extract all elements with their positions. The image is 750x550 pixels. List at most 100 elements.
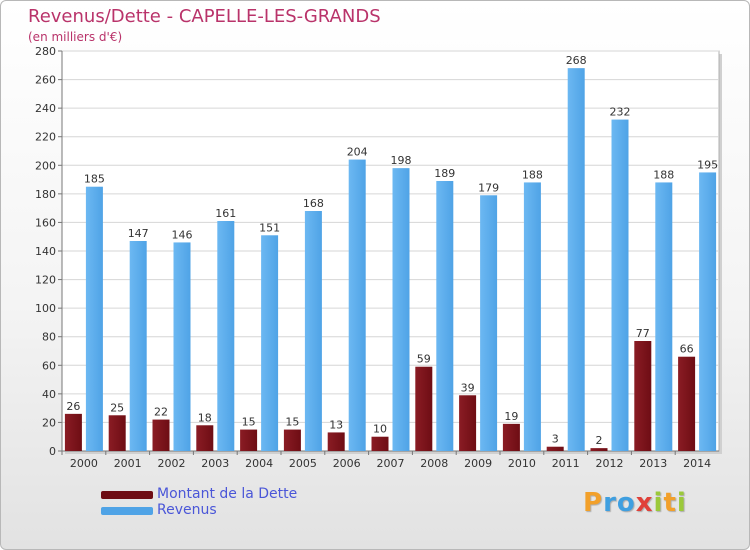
data-label: 189 (434, 167, 455, 180)
logo-letter: P (583, 488, 604, 518)
chart-title: Revenus/Dette - CAPELLE-LES-GRANDS (28, 6, 381, 27)
bar-revenus (436, 181, 454, 451)
y-tick-label: 100 (35, 302, 56, 315)
y-tick-label: 180 (35, 188, 56, 201)
x-tick-label: 2009 (464, 457, 492, 470)
x-tick-label: 2014 (683, 457, 711, 470)
data-label: 3 (552, 433, 559, 446)
legend-swatch-dette (101, 491, 153, 499)
x-tick-label: 2007 (377, 457, 405, 470)
y-tick-label: 260 (35, 74, 56, 87)
x-tick-label: 2000 (70, 457, 98, 470)
bar-dette (415, 366, 433, 451)
data-label: 13 (329, 418, 343, 431)
data-label: 161 (215, 207, 236, 220)
x-tick-label: 2003 (201, 457, 229, 470)
data-label: 26 (66, 400, 80, 413)
x-tick-label: 2010 (508, 457, 536, 470)
data-label: 147 (128, 227, 149, 240)
data-label: 2 (596, 434, 603, 447)
data-label: 151 (259, 221, 280, 234)
bar-revenus (611, 119, 629, 452)
bar-revenus (173, 242, 191, 451)
bar-dette (502, 423, 520, 451)
data-label: 198 (391, 154, 412, 167)
data-label: 18 (198, 411, 212, 424)
bar-revenus (523, 182, 541, 451)
y-tick-label: 40 (42, 388, 56, 401)
logo-letter: r (603, 488, 617, 518)
bar-dette (371, 436, 389, 451)
bar-revenus (217, 221, 235, 451)
logo-letter: i (676, 488, 687, 518)
bar-dette (240, 429, 258, 451)
bar-revenus (85, 186, 103, 451)
bar-revenus (567, 68, 585, 452)
x-tick-label: 2001 (114, 457, 142, 470)
y-tick-label: 120 (35, 274, 56, 287)
data-label: 185 (84, 173, 105, 186)
data-label: 195 (697, 158, 718, 171)
bar-revenus (129, 241, 147, 451)
y-tick-label: 140 (35, 245, 56, 258)
data-label: 188 (522, 168, 543, 181)
bar-revenus (261, 235, 279, 451)
data-label: 77 (636, 327, 650, 340)
x-tick-label: 2013 (639, 457, 667, 470)
data-label: 268 (566, 54, 587, 67)
bar-revenus (304, 211, 322, 451)
data-label: 25 (110, 401, 124, 414)
y-tick-label: 200 (35, 159, 56, 172)
bar-dette (196, 425, 214, 451)
y-tick-label: 60 (42, 359, 56, 372)
bar-revenus (392, 168, 410, 451)
bar-dette (283, 429, 301, 451)
bar-revenus (480, 195, 498, 451)
bar-dette (590, 448, 608, 451)
logo-letter: t (663, 488, 677, 518)
y-tick-label: 240 (35, 102, 56, 115)
data-label: 179 (478, 181, 499, 194)
bar-dette (327, 432, 345, 451)
x-tick-label: 2011 (552, 457, 580, 470)
bar-dette (152, 419, 170, 451)
data-label: 59 (417, 353, 431, 366)
x-tick-label: 2006 (333, 457, 361, 470)
y-tick-label: 0 (49, 445, 56, 458)
logo-letter: o (616, 488, 636, 518)
data-label: 168 (303, 197, 324, 210)
data-label: 146 (172, 228, 193, 241)
bar-revenus (348, 159, 366, 452)
logo-letter: x (635, 488, 654, 518)
chart-subtitle: (en milliers d'€) (28, 30, 123, 44)
data-label: 188 (653, 168, 674, 181)
x-tick-label: 2002 (158, 457, 186, 470)
y-tick-label: 220 (35, 131, 56, 144)
x-tick-label: 2005 (289, 457, 317, 470)
y-tick-label: 160 (35, 216, 56, 229)
data-label: 66 (680, 343, 694, 356)
data-label: 204 (347, 146, 368, 159)
data-label: 15 (285, 416, 299, 429)
bar-dette (678, 356, 696, 451)
data-label: 19 (504, 410, 518, 423)
bar-dette (64, 413, 82, 451)
legend-label-dette: Montant de la Dette (157, 486, 298, 502)
x-tick-label: 2008 (420, 457, 448, 470)
bar-revenus (655, 182, 673, 451)
proxiti-logo: Proxiti (583, 488, 687, 518)
bar-dette (634, 341, 652, 451)
legend-label-revenus: Revenus (157, 502, 217, 518)
data-label: 232 (610, 106, 631, 119)
data-label: 10 (373, 423, 387, 436)
y-tick-label: 80 (42, 331, 56, 344)
y-tick-label: 280 (35, 45, 56, 58)
bar-dette (459, 395, 477, 451)
logo-letter: i (653, 488, 664, 518)
bar-revenus (699, 172, 717, 451)
data-label: 39 (461, 381, 475, 394)
data-label: 22 (154, 406, 168, 419)
data-label: 15 (242, 416, 256, 429)
